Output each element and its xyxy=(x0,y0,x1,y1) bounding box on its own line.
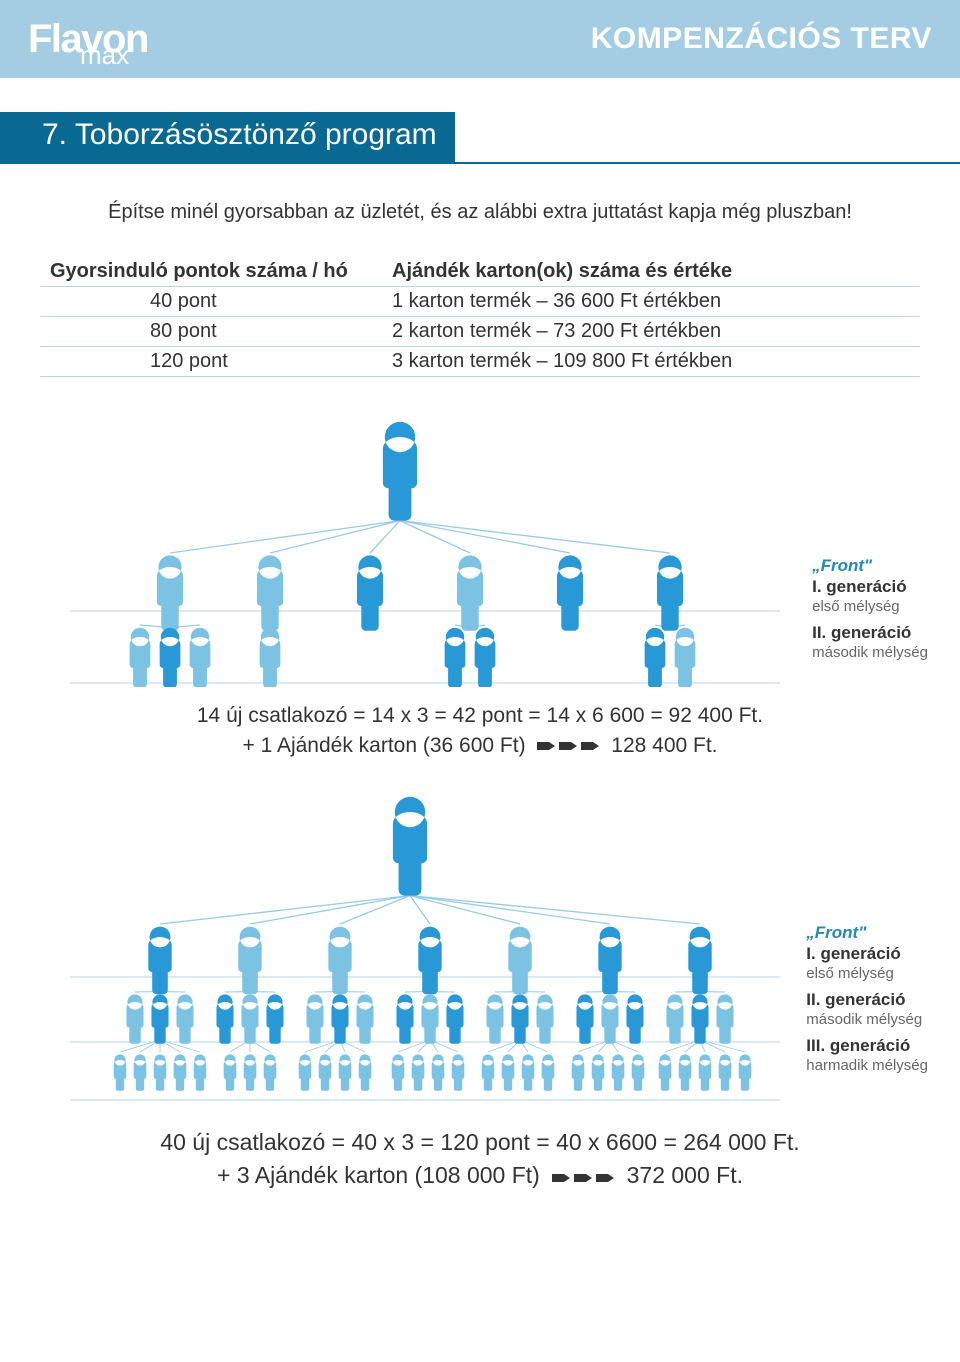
depth2-label: második mélység xyxy=(806,1011,928,1030)
network-diagram-2 xyxy=(40,792,920,1112)
brand-logo: Flavon max xyxy=(28,22,148,56)
intro-text: Építse minél gyorsabban az üzletét, és a… xyxy=(0,198,960,257)
table-head-row: Gyorsinduló pontok száma / hó Ajándék ka… xyxy=(40,257,920,287)
arrow-chain-icon xyxy=(537,732,599,762)
section-title-bar: 7. Toborzásösztönző program xyxy=(0,112,960,164)
section-title-rule xyxy=(455,112,960,164)
table-head-left: Gyorsinduló pontok száma / hó xyxy=(40,260,392,283)
calc2-line2a: + 3 Ajándék karton (108 000 Ft) xyxy=(217,1162,540,1188)
calc1-line1: 14 új csatlakozó = 14 x 3 = 42 pont = 14… xyxy=(40,701,920,731)
section-title: 7. Toborzásösztönző program xyxy=(0,112,455,164)
calc-1: 14 új csatlakozó = 14 x 3 = 42 pont = 14… xyxy=(40,701,920,762)
section-name: Toborzásösztönző program xyxy=(75,118,437,151)
front-label: „Front" xyxy=(806,922,928,943)
table-cell: 40 pont xyxy=(40,290,392,313)
front-label: „Front" xyxy=(812,555,928,576)
table-cell: 3 karton termék – 109 800 Ft értékben xyxy=(392,350,920,373)
network-diagram-1 xyxy=(40,417,920,687)
table-cell: 80 pont xyxy=(40,320,392,343)
depth1-label: első mélység xyxy=(812,598,928,617)
gen-labels-2: „Front" I. generáció első mélység II. ge… xyxy=(806,922,928,1081)
gen2-label: II. generáció xyxy=(806,989,928,1010)
calc2-line2b: 372 000 Ft. xyxy=(627,1162,743,1188)
table-cell: 1 karton termék – 36 600 Ft értékben xyxy=(392,290,920,313)
calc-2: 40 új csatlakozó = 40 x 3 = 120 pont = 4… xyxy=(40,1126,920,1194)
page-header: Flavon max KOMPENZÁCIÓS TERV xyxy=(0,0,960,78)
arrow-chain-icon xyxy=(552,1161,614,1194)
calc1-line2a: + 1 Ajándék karton (36 600 Ft) xyxy=(242,734,525,757)
table-row: 80 pont 2 karton termék – 73 200 Ft érté… xyxy=(40,317,920,347)
gen3-label: III. generáció xyxy=(806,1035,928,1056)
gen-labels-1: „Front" I. generáció első mélység II. ge… xyxy=(812,555,928,668)
depth1-label: első mélység xyxy=(806,965,928,984)
calc1-line2: + 1 Ajándék karton (36 600 Ft) 128 400 F… xyxy=(40,731,920,762)
table-row: 40 pont 1 karton termék – 36 600 Ft érté… xyxy=(40,287,920,317)
gen1-label: I. generáció xyxy=(812,576,928,597)
depth2-label: második mélység xyxy=(812,644,928,663)
table-cell: 2 karton termék – 73 200 Ft értékben xyxy=(392,320,920,343)
depth3-label: harmadik mélység xyxy=(806,1057,928,1076)
table-cell: 120 pont xyxy=(40,350,392,373)
table-head-right: Ajándék karton(ok) száma és értéke xyxy=(392,260,920,283)
calc2-line1: 40 új csatlakozó = 40 x 3 = 120 pont = 4… xyxy=(40,1126,920,1159)
calc1-line2b: 128 400 Ft. xyxy=(611,734,717,757)
diagram-1-wrap: „Front" I. generáció első mélység II. ge… xyxy=(40,417,920,687)
section-number: 7. xyxy=(42,118,67,151)
gen2-label: II. generáció xyxy=(812,622,928,643)
calc2-line2: + 3 Ajándék karton (108 000 Ft) 372 000 … xyxy=(40,1159,920,1194)
table-row: 120 pont 3 karton termék – 109 800 Ft ér… xyxy=(40,347,920,377)
header-title: KOMPENZÁCIÓS TERV xyxy=(591,22,932,56)
rewards-table: Gyorsinduló pontok száma / hó Ajándék ka… xyxy=(40,257,920,377)
gen1-label: I. generáció xyxy=(806,943,928,964)
diagram-2-wrap: „Front" I. generáció első mélység II. ge… xyxy=(40,792,920,1112)
brand-line2: max xyxy=(80,44,129,66)
